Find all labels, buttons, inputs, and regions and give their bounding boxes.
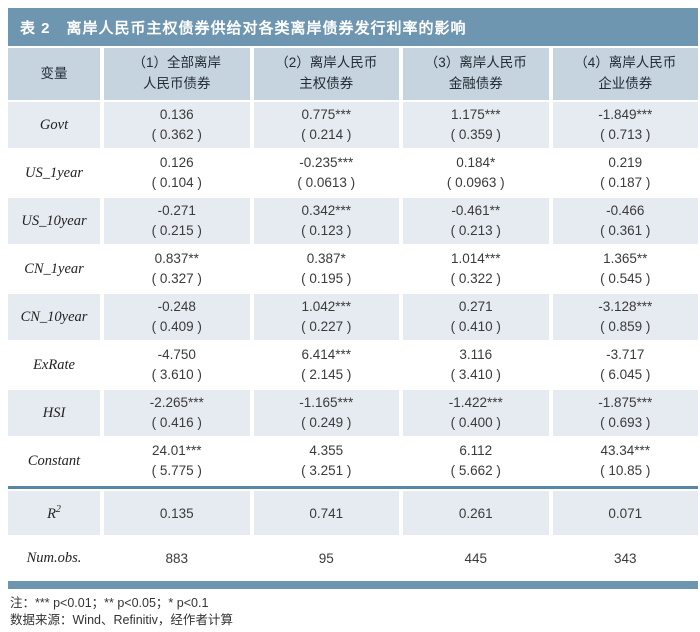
- coef-cell: 6.414***( 2.145 ): [253, 342, 399, 388]
- coef-cell: 0.775***( 0.214 ): [253, 102, 399, 148]
- coef-cell: -3.717( 6.045 ): [552, 342, 698, 388]
- table-row-r-squared: R2 0.135 0.741 0.261 0.071: [8, 491, 698, 535]
- row-label: US_10year: [8, 198, 100, 244]
- table-row-us-1year: US_1year 0.126( 0.104 ) -0.235***( 0.061…: [8, 150, 698, 196]
- row-label: R2: [8, 491, 100, 535]
- coef-cell: 1.042***( 0.227 ): [253, 294, 399, 340]
- row-label: CN_1year: [8, 246, 100, 292]
- coef-cell: 0.184*( 0.0963 ): [403, 150, 549, 196]
- coef-cell: -1.165***( 0.249 ): [253, 390, 399, 436]
- stat-cell: 883: [104, 537, 250, 579]
- coef-cell: -1.422***( 0.400 ): [403, 390, 549, 436]
- coef-cell: 6.112( 5.662 ): [403, 438, 549, 484]
- data-source-note: 数据来源：Wind、Refinitiv，经作者计算: [10, 613, 233, 627]
- coef-cell: -2.265***( 0.416 ): [104, 390, 250, 436]
- coef-cell: -0.235***( 0.0613 ): [253, 150, 399, 196]
- header-cell-col4: （4）离岸人民币 企业债券: [552, 48, 698, 100]
- row-label: ExRate: [8, 342, 100, 388]
- header-cell-col2: （2）离岸人民币 主权债券: [253, 48, 399, 100]
- coef-cell: 0.219( 0.187 ): [552, 150, 698, 196]
- coef-cell: 3.116( 3.410 ): [403, 342, 549, 388]
- coef-cell: 24.01***( 5.775 ): [104, 438, 250, 484]
- row-label: HSI: [8, 390, 100, 436]
- coef-cell: 0.136( 0.362 ): [104, 102, 250, 148]
- coef-cell: 1.175***( 0.359 ): [403, 102, 549, 148]
- stat-cell: 343: [552, 537, 698, 579]
- coef-cell: 0.126( 0.104 ): [104, 150, 250, 196]
- coef-cell: 0.271( 0.410 ): [403, 294, 549, 340]
- coef-cell: 0.342***( 0.123 ): [253, 198, 399, 244]
- row-label: Constant: [8, 438, 100, 484]
- table-row-us-10year: US_10year -0.271( 0.215 ) 0.342***( 0.12…: [8, 198, 698, 244]
- table-row-cn-1year: CN_1year 0.837**( 0.327 ) 0.387*( 0.195 …: [8, 246, 698, 292]
- coef-cell: -0.466( 0.361 ): [552, 198, 698, 244]
- coef-cell: -3.128***( 0.859 ): [552, 294, 698, 340]
- header-cell-col1: （1）全部离岸 人民币债券: [104, 48, 250, 100]
- table-row-govt: Govt 0.136( 0.362 ) 0.775***( 0.214 ) 1.…: [8, 102, 698, 148]
- stat-cell: 0.741: [253, 491, 399, 535]
- table-row-cn-10year: CN_10year -0.248( 0.409 ) 1.042***( 0.22…: [8, 294, 698, 340]
- section-divider-line: [8, 486, 698, 489]
- table-row-hsi: HSI -2.265***( 0.416 ) -1.165***( 0.249 …: [8, 390, 698, 436]
- table-row-constant: Constant 24.01***( 5.775 ) 4.355( 3.251 …: [8, 438, 698, 484]
- table-notes: 注：*** p<0.01；** p<0.05；* p<0.1 数据来源：Wind…: [8, 595, 698, 629]
- coef-cell: 0.387*( 0.195 ): [253, 246, 399, 292]
- coef-cell: -0.461**( 0.213 ): [403, 198, 549, 244]
- coef-cell: 1.365**( 0.545 ): [552, 246, 698, 292]
- coef-cell: 4.355( 3.251 ): [253, 438, 399, 484]
- coef-cell: -1.875***( 0.693 ): [552, 390, 698, 436]
- stat-cell: 0.071: [552, 491, 698, 535]
- coef-cell: -1.849***( 0.713 ): [552, 102, 698, 148]
- r-squared-label: R2: [47, 503, 61, 522]
- row-label: CN_10year: [8, 294, 100, 340]
- stat-cell: 0.261: [403, 491, 549, 535]
- table-title: 表 2 离岸人民币主权债券供给对各类离岸债券发行利率的影响: [20, 19, 467, 37]
- significance-note: 注：*** p<0.01；** p<0.05；* p<0.1: [10, 596, 209, 610]
- coef-cell: -0.248( 0.409 ): [104, 294, 250, 340]
- table-title-bar: 表 2 离岸人民币主权债券供给对各类离岸债券发行利率的影响: [8, 8, 698, 46]
- table-header-row: 变量 （1）全部离岸 人民币债券 （2）离岸人民币 主权债券 （3）离岸人民币 …: [8, 48, 698, 100]
- stat-cell: 95: [253, 537, 399, 579]
- table-bottom-bar: [8, 581, 698, 589]
- row-label: Govt: [8, 102, 100, 148]
- row-label: US_1year: [8, 150, 100, 196]
- stat-cell: 445: [403, 537, 549, 579]
- table-row-exrate: ExRate -4.750( 3.610 ) 6.414***( 2.145 )…: [8, 342, 698, 388]
- coef-cell: 1.014***( 0.322 ): [403, 246, 549, 292]
- header-cell-variable: 变量: [8, 48, 100, 100]
- coef-cell: -0.271( 0.215 ): [104, 198, 250, 244]
- coef-cell: 0.837**( 0.327 ): [104, 246, 250, 292]
- row-label: Num.obs.: [8, 537, 100, 579]
- table-row-num-obs: Num.obs. 883 95 445 343: [8, 537, 698, 579]
- stat-cell: 0.135: [104, 491, 250, 535]
- coef-cell: -4.750( 3.610 ): [104, 342, 250, 388]
- coef-cell: 43.34***( 10.85 ): [552, 438, 698, 484]
- header-cell-col3: （3）离岸人民币 金融债券: [403, 48, 549, 100]
